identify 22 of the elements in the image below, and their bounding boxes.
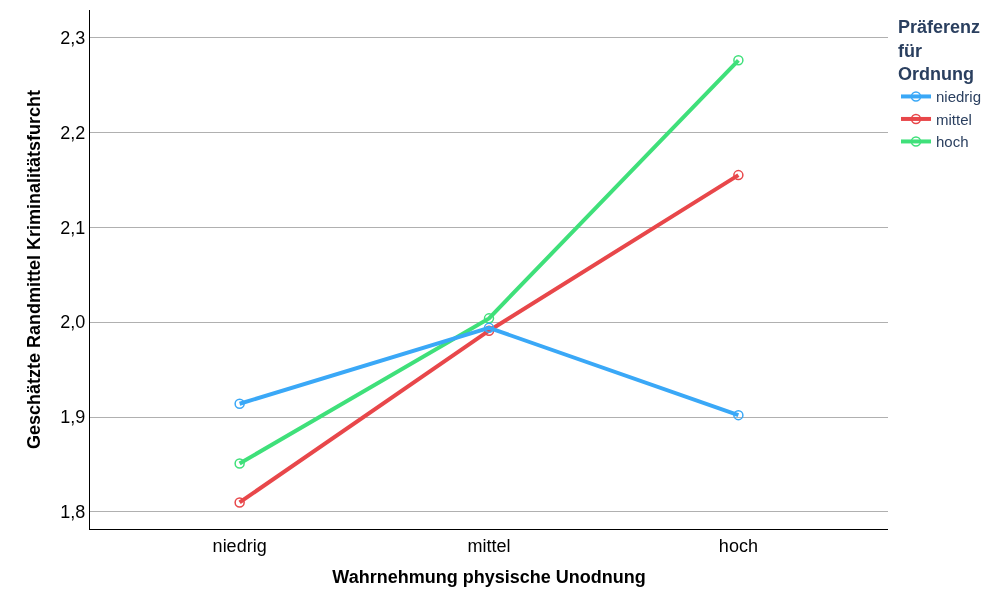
point xyxy=(733,55,744,66)
y-tick-label: 2,2 xyxy=(60,122,86,143)
legend-label: niedrig xyxy=(935,88,982,106)
x-tick-label: mittel xyxy=(467,535,511,556)
legend-label: mittel xyxy=(935,110,972,128)
point xyxy=(483,313,495,324)
x-tick-label: hoch xyxy=(718,535,758,556)
legend-label: hoch xyxy=(935,133,969,151)
point xyxy=(234,497,245,508)
point xyxy=(234,398,245,410)
point xyxy=(733,169,744,181)
legend-title: Präferenz für Ordnung xyxy=(897,17,981,85)
y-tick-label: 1,8 xyxy=(60,502,86,523)
y-tick-label: 1,9 xyxy=(60,407,86,428)
y-tick-label: 2,3 xyxy=(60,27,86,48)
y-tick-label: 2,0 xyxy=(60,312,86,333)
x-tick-label: niedrig xyxy=(212,535,267,556)
y-tick-label: 2,1 xyxy=(60,217,86,238)
x-axis-title: Wahrnehmung physische Unodnung xyxy=(332,566,646,587)
point xyxy=(234,458,245,469)
y-axis-title: Geschätzte Randmittel Kriminalitätsfurcht xyxy=(23,89,44,450)
point xyxy=(733,409,744,421)
